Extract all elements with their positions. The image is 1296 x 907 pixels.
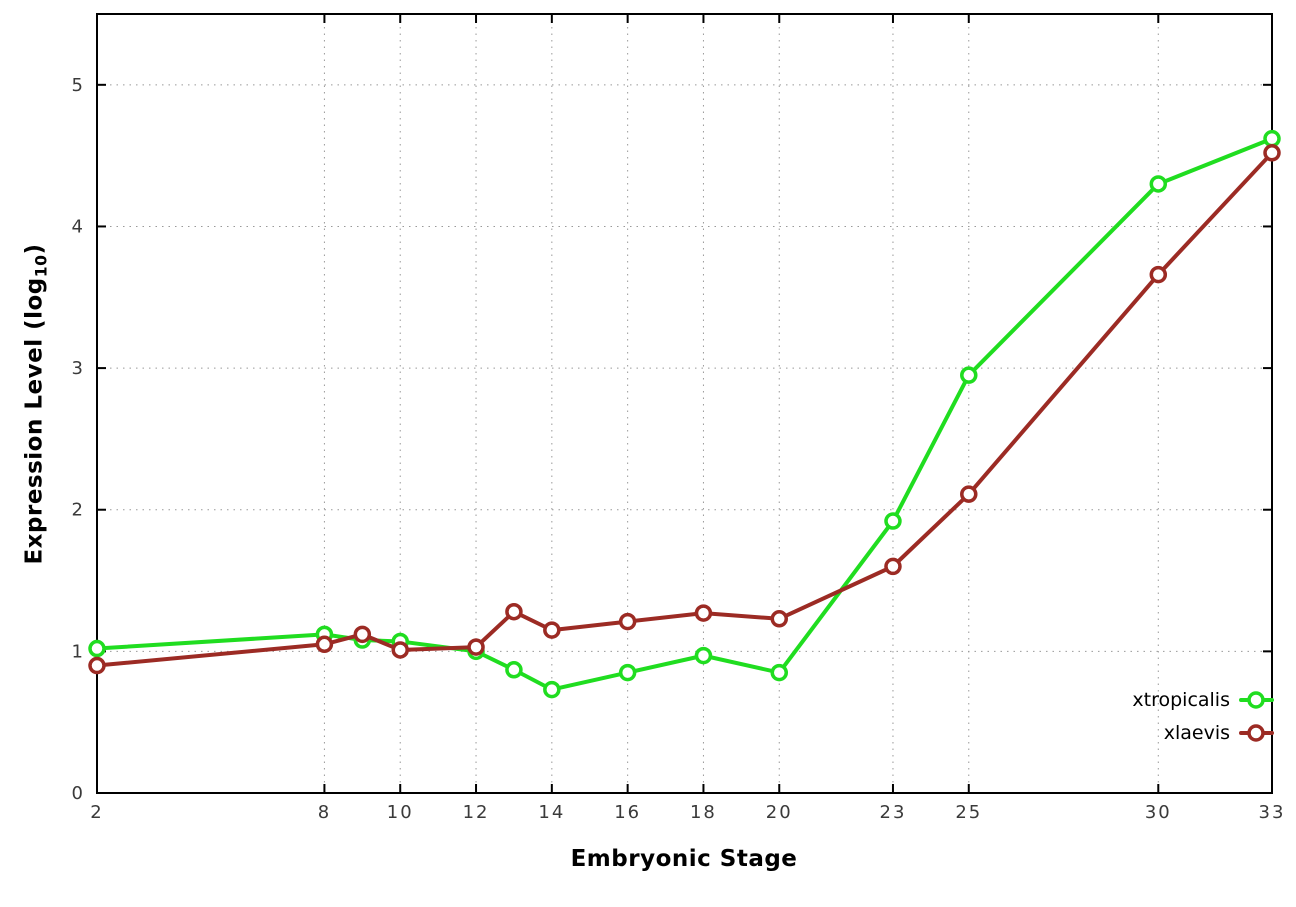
x-tick-label: 23 [880, 802, 907, 823]
data-point-marker-xlaevis [884, 557, 902, 576]
legend-marker-xtropicalis [1247, 691, 1265, 709]
data-point-marker-xtropicalis [505, 661, 523, 679]
data-point-marker-xtropicalis [543, 680, 561, 699]
data-point-marker-xlaevis [770, 610, 789, 628]
y-tick-label: 4 [72, 216, 84, 237]
x-tick-label: 33 [1259, 802, 1286, 823]
x-tick-label: 18 [690, 802, 717, 823]
data-point-marker-xlaevis [88, 656, 106, 675]
x-tick-label: 8 [318, 802, 331, 823]
series-line-xtropicalis [95, 136, 1274, 692]
data-point-marker-xtropicalis [960, 366, 978, 384]
plot-border [96, 13, 1273, 794]
y-tick-label: 2 [72, 500, 84, 521]
y-axis-label-suffix: ) [21, 243, 48, 255]
data-point-marker-xtropicalis [1149, 175, 1168, 193]
x-tick-label: 2 [90, 802, 103, 823]
data-point-marker-xtropicalis [1263, 129, 1281, 148]
data-point-marker-xtropicalis [884, 512, 902, 530]
data-point-marker-xtropicalis [88, 639, 106, 658]
data-point-marker-xtropicalis [770, 663, 789, 682]
legend-label-xtropicalis: xtropicalis [1132, 689, 1230, 711]
y-axis-label-subscript: 10 [31, 254, 51, 278]
data-point-marker-xlaevis [505, 602, 523, 621]
data-point-marker-xtropicalis [618, 663, 637, 682]
data-point-marker-xlaevis [315, 635, 334, 654]
x-tick-label: 10 [387, 802, 414, 823]
data-point-marker-xlaevis [1263, 144, 1281, 162]
data-point-marker-xlaevis [391, 641, 409, 659]
y-axis-label-text: Expression Level (log [21, 277, 48, 565]
x-tick-label: 25 [955, 802, 982, 823]
series-line-xlaevis [95, 150, 1274, 668]
data-point-marker-xlaevis [618, 612, 637, 631]
data-point-marker-xlaevis [353, 625, 372, 644]
y-tick-label: 1 [72, 641, 84, 662]
y-tick-label: 0 [72, 783, 84, 804]
x-tick-label: 14 [538, 802, 565, 823]
y-tick-label: 5 [72, 75, 84, 96]
data-point-marker-xlaevis [467, 638, 485, 656]
x-tick-label: 20 [766, 802, 793, 823]
data-point-marker-xlaevis [1149, 265, 1168, 284]
data-point-marker-xlaevis [543, 621, 561, 639]
y-tick-label: 3 [72, 358, 84, 379]
legend-label-xlaevis: xlaevis [1164, 722, 1230, 744]
data-point-marker-xtropicalis [694, 646, 713, 665]
y-axis-label: Expression Level (log10) [22, 243, 51, 564]
x-axis-label: Embryonic Stage [570, 846, 798, 872]
x-tick-label: 12 [463, 802, 490, 823]
data-point-marker-xlaevis [694, 604, 713, 622]
x-tick-label: 16 [614, 802, 641, 823]
legend-marker-xlaevis [1247, 724, 1265, 742]
x-tick-label: 30 [1145, 802, 1172, 823]
data-point-marker-xlaevis [960, 485, 978, 503]
